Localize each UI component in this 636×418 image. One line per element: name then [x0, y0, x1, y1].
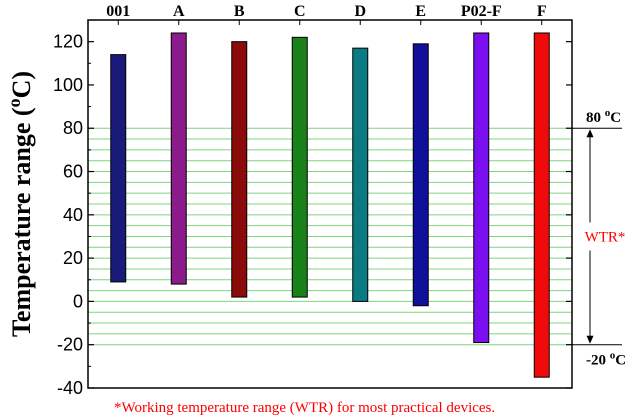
wtr-band-lines — [88, 127, 572, 346]
arrow-down-icon — [586, 335, 594, 344]
y-tick-label: 0 — [73, 291, 83, 311]
y-tick-label: 100 — [53, 75, 83, 95]
y-tick-label: 20 — [63, 248, 83, 268]
category-label: F — [537, 3, 547, 20]
category-label: A — [173, 3, 185, 20]
category-label: E — [415, 3, 426, 20]
bar-c — [291, 36, 308, 298]
bar-e — [412, 43, 429, 307]
plot-frame — [87, 19, 573, 389]
category-label: D — [354, 3, 366, 20]
bar-f — [533, 32, 550, 378]
category-label: B — [234, 3, 245, 20]
bar-a — [170, 32, 187, 285]
y-tick-label: 40 — [63, 205, 83, 225]
upper-bound-label: 80 oC — [586, 107, 621, 126]
y-axis-label: Temperature range (oC) — [4, 71, 36, 337]
y-tick-label: -20 — [57, 335, 83, 355]
category-label: 001 — [106, 3, 130, 20]
y-tick-label: 60 — [63, 162, 83, 182]
bars — [110, 32, 550, 378]
bar-b — [231, 41, 248, 298]
category-label: C — [294, 3, 306, 20]
category-labels: 001 A B C D E P02-F F — [106, 3, 547, 25]
wtr-annotation: 80 oC -20 oC WTR* — [572, 107, 626, 369]
category-label: P02-F — [461, 3, 502, 20]
bar-d — [352, 47, 369, 302]
bar-p02-f — [473, 32, 490, 344]
y-tick-label: 120 — [53, 32, 83, 52]
bar-001 — [110, 54, 127, 283]
y-axis: -40 -20 0 20 40 60 80 100 120 — [53, 32, 572, 398]
wtr-label: WTR* — [585, 229, 626, 245]
y-tick-label: -40 — [57, 378, 83, 398]
arrow-up-icon — [586, 129, 594, 138]
footnote: *Working temperature range (WTR) for mos… — [114, 400, 495, 416]
lower-bound-label: -20 oC — [586, 350, 626, 369]
y-tick-label: 80 — [63, 118, 83, 138]
